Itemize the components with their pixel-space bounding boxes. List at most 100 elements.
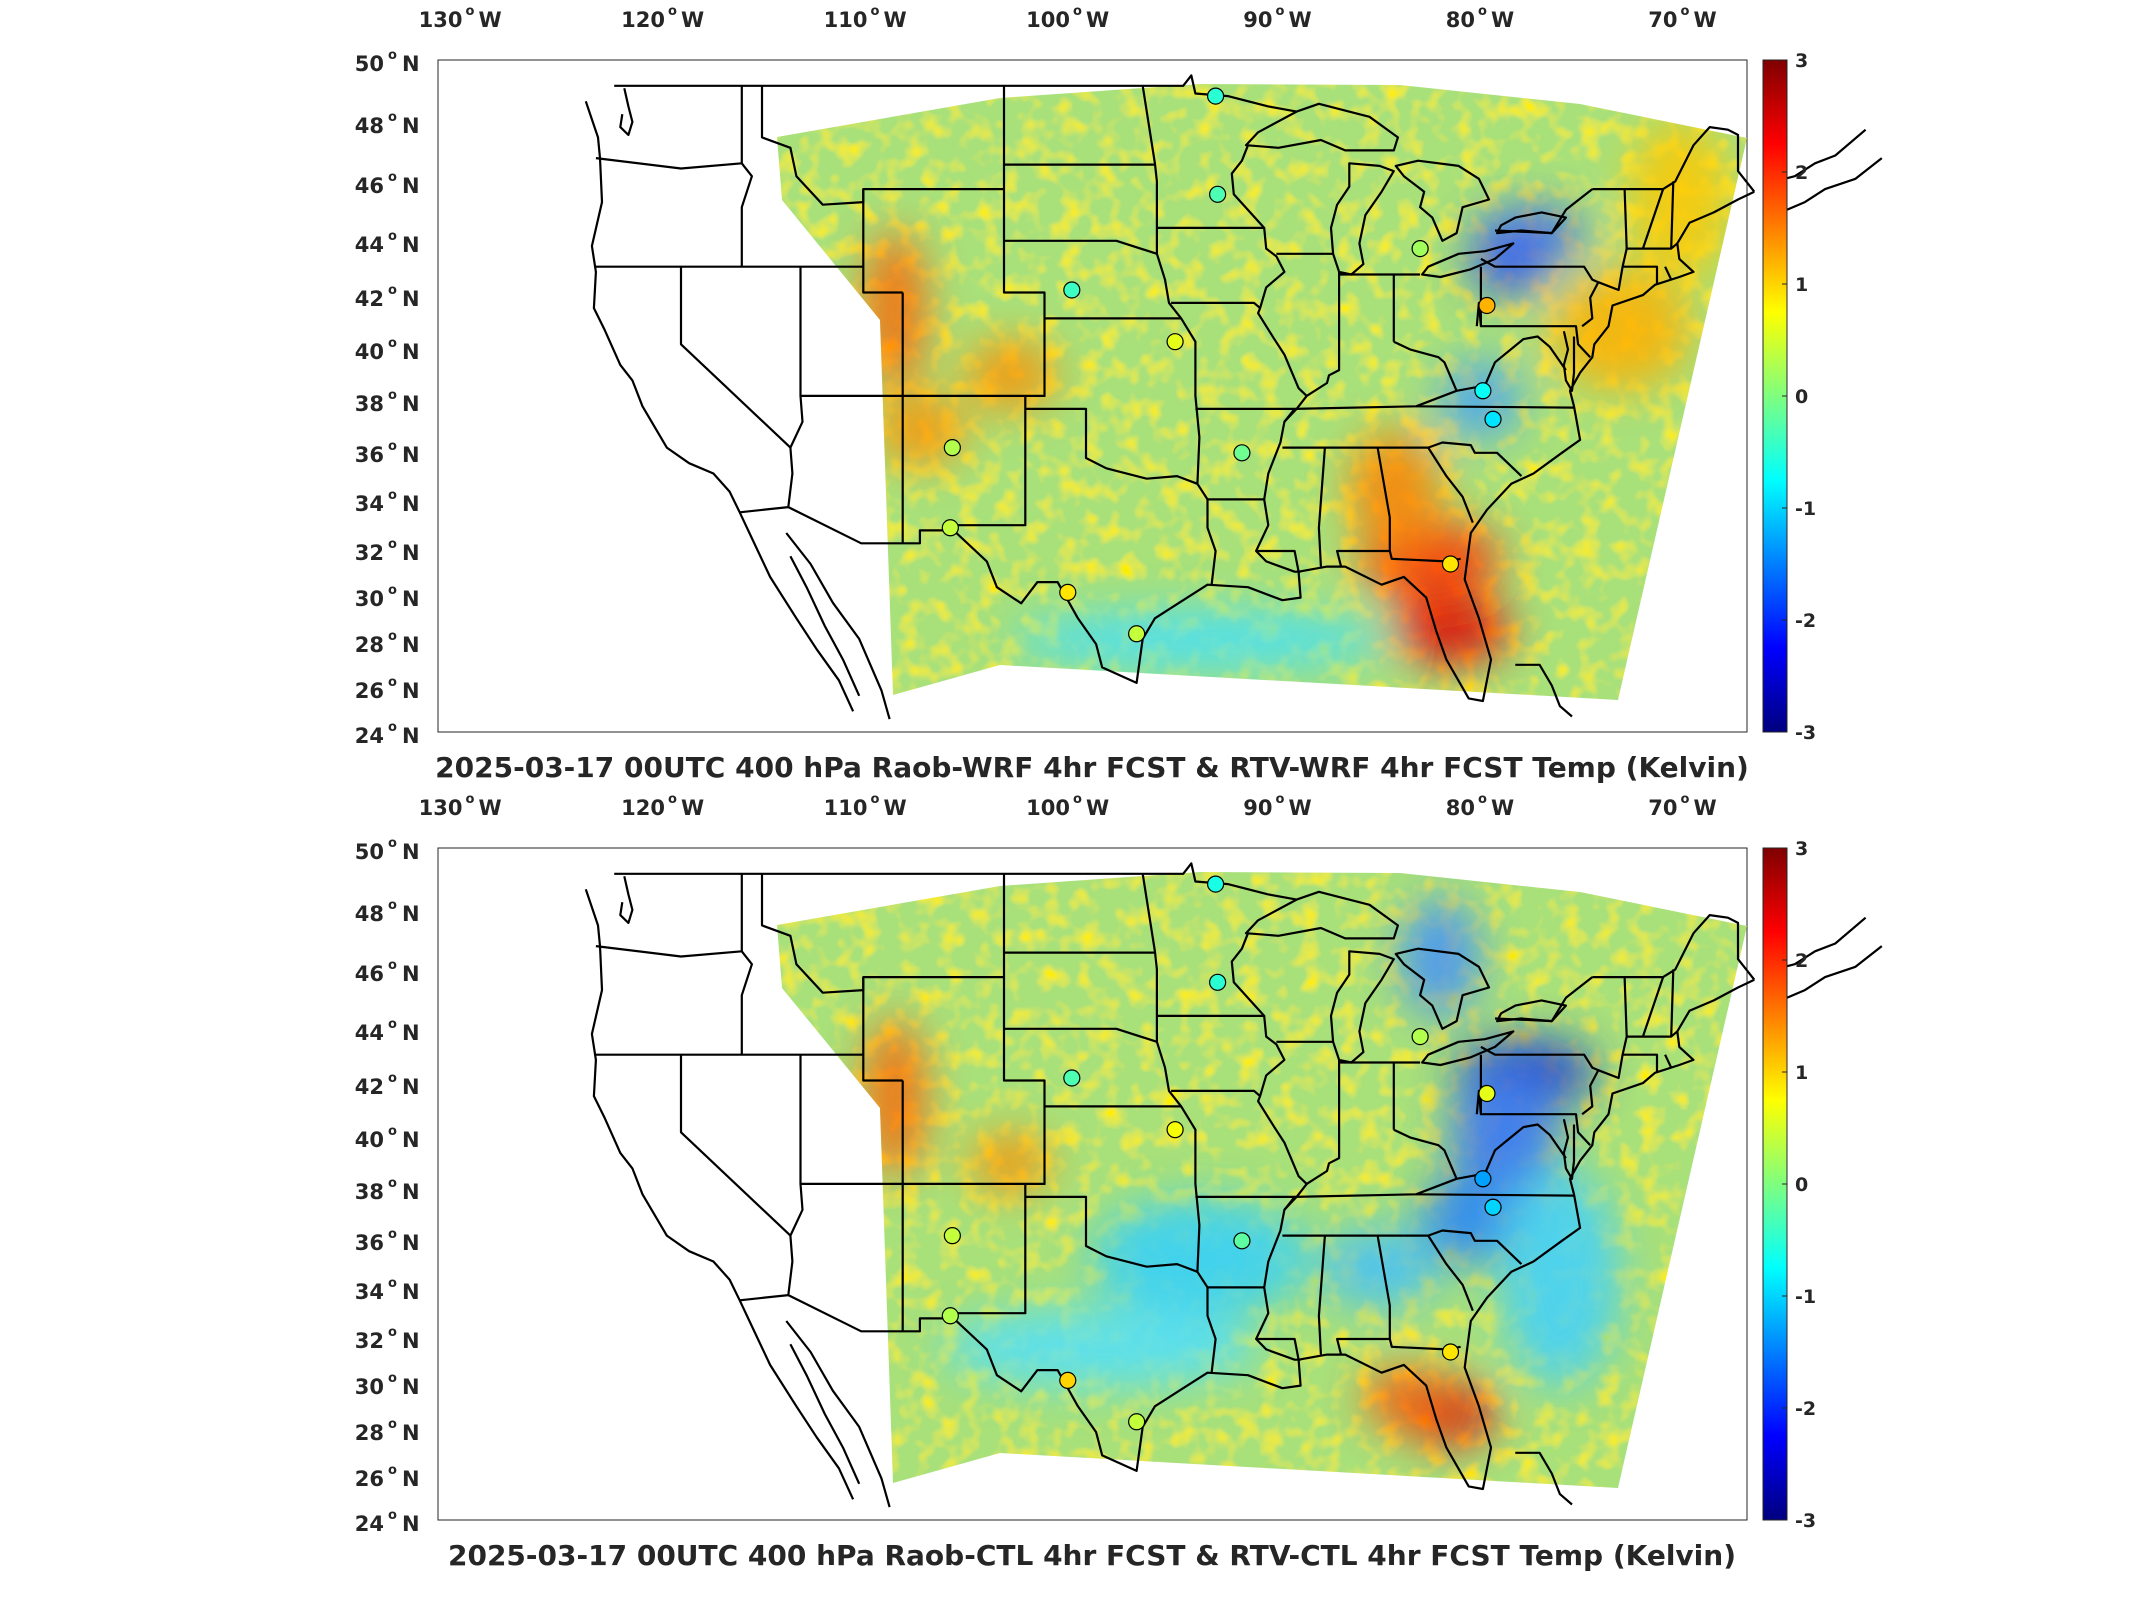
chesapeake-bay — [1562, 331, 1576, 392]
state-boundary — [1306, 1059, 1341, 1185]
colorbar-tick-label: -2 — [1795, 610, 1816, 632]
state-boundary — [595, 945, 742, 958]
degree-symbol: o — [388, 537, 397, 552]
lon-degree-label: 110 — [824, 796, 868, 820]
degree-symbol: o — [1478, 4, 1487, 19]
state-boundary — [1403, 1229, 1523, 1265]
raob-station-marker[interactable] — [1059, 1371, 1077, 1390]
baja-coast-inner — [789, 555, 861, 697]
anomaly-blob — [1440, 360, 1520, 440]
raob-station-marker[interactable] — [1128, 1413, 1146, 1431]
raob-station-marker[interactable] — [1411, 1028, 1429, 1046]
degree-symbol: o — [388, 48, 397, 63]
lake-ontario — [1495, 999, 1568, 1023]
raob-station-marker[interactable] — [1063, 1069, 1081, 1087]
state-boundary — [1141, 873, 1217, 1373]
raob-station-marker[interactable] — [943, 1227, 961, 1245]
state-boundary — [862, 977, 903, 1082]
colorbar-tick-label: 3 — [1795, 50, 1808, 72]
canada-border — [614, 862, 1297, 901]
puget-sound — [619, 88, 634, 136]
state-boundary — [1622, 265, 1659, 285]
lon-degree-label: 130 — [419, 796, 463, 820]
raob-station-marker[interactable] — [1478, 1084, 1496, 1103]
state-boundary — [1475, 1054, 1483, 1116]
lon-hemisphere-label: W — [681, 8, 704, 32]
degree-symbol: o — [388, 1417, 397, 1432]
degree-symbol: o — [871, 4, 880, 19]
lon-degree-label: 120 — [621, 8, 665, 32]
state-boundary — [1664, 266, 1673, 281]
lon-hemisphere-label: W — [479, 8, 502, 32]
map-figure: 130 o W 120 o W 110 o W 100 o W 90 o W 80 o W 70 o W50 o N48 o N… — [355, 4, 1883, 784]
raob-station-marker[interactable] — [1441, 555, 1460, 573]
state-boundary — [1025, 1195, 1198, 1273]
state-boundary — [862, 189, 903, 294]
lon-hemisphere-label: W — [1491, 8, 1514, 32]
nova-scotia-coast — [1774, 945, 1883, 1005]
lon-degree-label: 90 — [1243, 8, 1272, 32]
degree-symbol: o — [388, 439, 397, 454]
state-boundary — [1171, 1089, 1261, 1097]
raob-station-marker[interactable] — [1411, 240, 1429, 258]
colorbar-tick-label: 1 — [1795, 1062, 1808, 1084]
raob-station-marker[interactable] — [1059, 583, 1077, 602]
raob-station-marker[interactable] — [943, 439, 961, 457]
degree-symbol: o — [466, 792, 475, 807]
raob-station-marker[interactable] — [1206, 87, 1225, 105]
state-boundary — [1230, 144, 1308, 573]
raob-station-marker[interactable] — [1166, 333, 1184, 351]
lat-hemisphere-label: N — [402, 340, 420, 364]
raob-station-marker[interactable] — [1484, 1198, 1502, 1216]
state-boundary — [1427, 1235, 1474, 1312]
colorbar-tick-label: -1 — [1795, 1286, 1816, 1308]
lon-degree-label: 100 — [1026, 796, 1070, 820]
raob-station-marker[interactable] — [1233, 444, 1251, 462]
raob-station-marker[interactable] — [1478, 296, 1496, 315]
raob-station-marker[interactable] — [1441, 1343, 1460, 1361]
state-boundary — [595, 157, 742, 170]
raob-station-marker[interactable] — [941, 1307, 959, 1325]
lat-degree-label: 40 — [355, 340, 384, 364]
degree-symbol: o — [388, 1371, 397, 1386]
degree-symbol: o — [388, 836, 397, 851]
anomaly-blob — [1350, 430, 1440, 550]
lat-degree-label: 38 — [355, 392, 384, 416]
raob-station-marker[interactable] — [1063, 281, 1081, 299]
lon-degree-label: 80 — [1446, 796, 1475, 820]
lat-degree-label: 38 — [355, 1180, 384, 1204]
panel-title: 2025-03-17 00UTC 400 hPa Raob-CTL 4hr FC… — [448, 1539, 1736, 1572]
raob-station-marker[interactable] — [1128, 625, 1146, 643]
state-boundary — [1480, 1113, 1592, 1146]
lat-hemisphere-label: N — [402, 392, 420, 416]
state-boundary — [1641, 976, 1665, 1037]
raob-station-marker[interactable] — [941, 519, 959, 537]
raob-station-marker[interactable] — [1206, 875, 1225, 893]
raob-station-marker[interactable] — [1233, 1232, 1251, 1250]
lat-hemisphere-label: N — [402, 233, 420, 257]
lat-hemisphere-label: N — [402, 840, 420, 864]
degree-symbol: o — [1276, 792, 1285, 807]
colorbar-tick-label: 3 — [1795, 838, 1808, 860]
anomaly-blob — [1365, 1368, 1445, 1428]
degree-symbol: o — [1073, 792, 1082, 807]
raob-stations — [941, 875, 1502, 1431]
state-boundary — [1141, 85, 1217, 585]
lat-hemisphere-label: N — [402, 1512, 420, 1536]
lat-degree-label: 36 — [355, 443, 384, 467]
raob-station-marker[interactable] — [1209, 185, 1227, 203]
puget-sound — [619, 876, 634, 924]
raob-station-marker[interactable] — [1474, 382, 1492, 400]
state-boundary — [1416, 1193, 1575, 1197]
degree-symbol: o — [1276, 4, 1285, 19]
raob-station-marker[interactable] — [1484, 410, 1502, 428]
raob-station-marker[interactable] — [1209, 973, 1227, 991]
raob-station-marker[interactable] — [1166, 1121, 1184, 1139]
colorbar-tick-label: -1 — [1795, 498, 1816, 520]
baja-coast — [785, 1320, 891, 1508]
degree-symbol: o — [388, 1463, 397, 1478]
degree-symbol: o — [388, 336, 397, 351]
raob-station-marker[interactable] — [1474, 1170, 1492, 1188]
degree-symbol: o — [388, 1017, 397, 1032]
state-boundary — [952, 1183, 1027, 1315]
